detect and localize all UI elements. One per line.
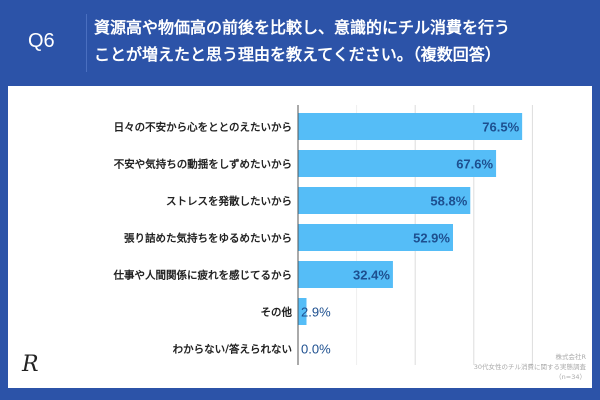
bar	[298, 150, 497, 177]
value-label: 2.9%	[301, 305, 331, 320]
value-label: 0.0%	[301, 342, 331, 357]
value-label: 76.5%	[482, 120, 519, 135]
category-label: 不安や気持ちの動揺をしずめたいから	[114, 158, 292, 171]
question-number: Q6	[28, 30, 55, 52]
source-note: 株式会社R 30代女性のチル消費に関する実態調査 （n=34）	[474, 352, 586, 382]
category-label: その他	[261, 306, 293, 319]
logo: R	[22, 352, 39, 377]
category-label: ストレスを発散したいから	[166, 195, 292, 208]
category-label: 張り詰めた気持ちをゆるめたいから	[124, 232, 292, 245]
category-label: わからない/答えられない	[173, 343, 292, 356]
source-sample: （n=34）	[555, 373, 586, 381]
title-line-1: 資源高や物価高の前後を比較し、意識的にチル消費を行う	[94, 18, 511, 37]
value-label: 32.4%	[353, 268, 390, 283]
bar	[298, 187, 471, 214]
bar	[298, 261, 393, 288]
question-title: 資源高や物価高の前後を比較し、意識的にチル消費を行う ことが増えたと思う理由を教…	[94, 14, 510, 68]
source-survey: 30代女性のチル消費に関する実態調査	[473, 363, 586, 371]
title-line-2: ことが増えたと思う理由を教えてください。（複数回答）	[94, 45, 501, 64]
value-label: 52.9%	[413, 231, 450, 246]
category-label: 日々の不安から心をととのえたいから	[114, 121, 292, 134]
bar	[298, 224, 453, 251]
divider	[86, 14, 87, 72]
source-company: 株式会社R	[555, 353, 586, 361]
bar	[298, 298, 307, 325]
value-label: 67.6%	[456, 157, 493, 172]
value-label: 58.8%	[430, 194, 467, 209]
bar	[298, 113, 523, 140]
category-label: 仕事や人間関係に疲れを感じてるから	[113, 269, 293, 282]
